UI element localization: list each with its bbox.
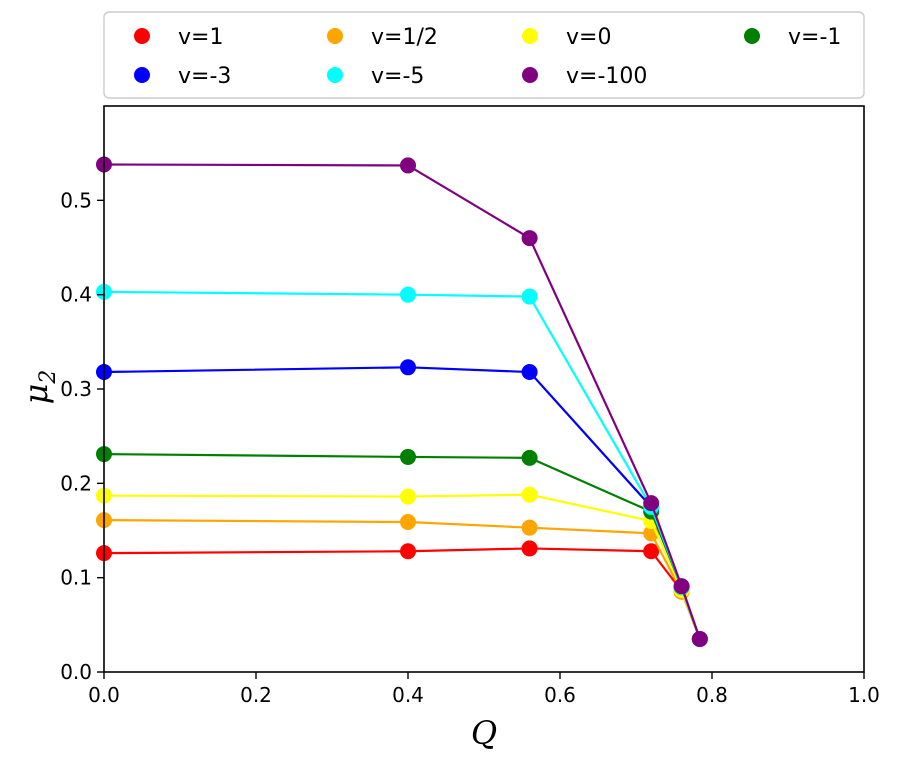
x-tick-label: 0.6 (544, 683, 576, 707)
series-line-vminus-5 (103, 290, 701, 640)
data-point-vminus-1 (400, 448, 416, 465)
data-point-vminus-100 (673, 578, 690, 595)
data-point-v1minus-2 (400, 514, 416, 531)
y-axis-label: μ2 (17, 370, 61, 405)
legend-label-vminus-100: v=-100 (566, 64, 647, 89)
data-point-vminus-100 (400, 157, 416, 174)
y-tick-label: 0.4 (60, 283, 92, 307)
axes: 0.0 0.2 0.4 0.6 0.8 1.0 0.0 0.1 0.2 0.3 0.4 0.5 (60, 105, 880, 707)
data-point-v0 (521, 486, 538, 503)
data-point-vminus-5 (521, 288, 538, 305)
legend-marker-vminus-5 (327, 67, 343, 83)
legend-marker-v1minus-2 (327, 28, 343, 44)
legend-label-vminus-5: v=-5 (371, 64, 424, 89)
legend-box (103, 11, 865, 99)
y-tick-label: 0.0 (60, 660, 92, 684)
y-tick-label: 0.3 (60, 377, 92, 401)
x-tick-label: 1.0 (848, 683, 880, 707)
plot-frame (103, 105, 865, 673)
y-tick-label: 0.2 (60, 471, 92, 495)
x-axis-label: Q (471, 714, 497, 752)
y-tick-label: 0.5 (60, 188, 92, 212)
legend: v=1 v=1/2 v=0 v=-1 v=-3 v=-5 v=-100 (103, 11, 865, 99)
legend-label-vminus-3: v=-3 (178, 64, 231, 89)
data-point-vminus-5 (400, 286, 416, 303)
legend-marker-vminus-100 (522, 67, 538, 83)
data-point-v0 (400, 488, 416, 505)
data-point-vminus-100 (521, 230, 538, 247)
data-point-v1 (521, 540, 538, 557)
y-axis-label-symbol: μ (17, 384, 55, 405)
data-point-vminus-1 (521, 449, 538, 466)
data-point-vminus-3 (400, 359, 416, 376)
y-axis-label-subscript: 2 (36, 370, 61, 385)
legend-marker-vminus-3 (134, 67, 150, 83)
series-line-v0 (103, 493, 701, 640)
legend-label-v1: v=1 (178, 25, 223, 50)
data-point-v1minus-2 (521, 519, 538, 536)
legend-label-v1minus-2: v=1/2 (371, 25, 438, 50)
x-tick-label: 0.4 (392, 683, 424, 707)
x-tick-label: 0.8 (696, 683, 728, 707)
legend-marker-v1 (134, 28, 150, 44)
data-point-v1 (643, 543, 660, 560)
x-tick-label: 0.0 (88, 683, 120, 707)
legend-marker-vminus-1 (744, 28, 760, 44)
y-tick-label: 0.1 (60, 566, 92, 590)
legend-label-v0: v=0 (566, 25, 611, 50)
legend-marker-v0 (522, 28, 538, 44)
series-line-vminus-3 (103, 366, 701, 640)
series-line-v1 (103, 547, 701, 640)
plot-area (96, 156, 708, 647)
data-point-vminus-100 (643, 495, 660, 512)
x-tick-label: 0.2 (240, 683, 272, 707)
series-line-v1minus-2 (103, 519, 701, 640)
data-point-v1 (400, 543, 416, 560)
data-point-vminus-3 (521, 364, 538, 381)
legend-label-vminus-1: v=-1 (788, 25, 841, 50)
series-line-vminus-100 (103, 163, 701, 640)
data-point-vminus-100 (691, 630, 708, 647)
